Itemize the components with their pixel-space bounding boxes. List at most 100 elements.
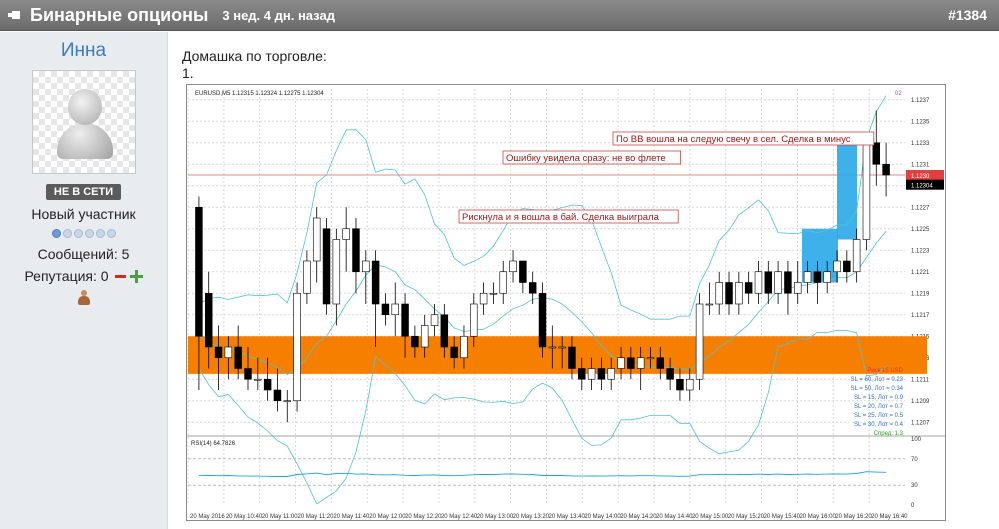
candle-body (636, 357, 645, 369)
risk-legend-line: Риск 15 USD (867, 368, 903, 374)
y-tick-label: 1.1235 (911, 119, 930, 125)
candle-body (862, 142, 871, 240)
candle-body (528, 282, 537, 294)
candle-body (332, 239, 341, 305)
candle-body (774, 271, 782, 294)
chart-image: 20 May 2016 20 May 10:40 20 May 11:00 20 Ma… (186, 84, 946, 521)
entry-highlight-box (837, 142, 857, 240)
plus-reputation-icon[interactable] (129, 269, 143, 283)
topic-title[interactable]: Бинарные опционы (30, 4, 209, 25)
candle-body (538, 292, 547, 348)
candle-body (784, 271, 792, 294)
symbol-label: EURUSD,M5 1.12315 1.12324 1.12275 1.1230… (195, 91, 324, 97)
annotation-box (502, 150, 682, 165)
current-price-tag-text: 1.12304 (911, 184, 933, 190)
y-tick-label: 1.1223 (911, 248, 930, 254)
rank-dots (0, 229, 167, 238)
annotation-text: Рискнула и я вошла в бай. Сделка выиграл… (462, 212, 660, 223)
candle-body (705, 303, 714, 306)
user-name-link[interactable]: Инна (60, 40, 107, 61)
candle-body (852, 239, 861, 273)
candle-body (695, 303, 704, 380)
candle-body (519, 260, 527, 283)
current-price-tag (906, 179, 944, 190)
collapse-icon[interactable] (8, 8, 22, 22)
candle-body (725, 282, 733, 305)
annotation-text: По BB вошла на следую свечу в сел. Сделк… (616, 134, 851, 145)
avatar-head (67, 89, 102, 125)
candle-body (843, 260, 851, 273)
candle-body (872, 142, 881, 165)
candle-body (450, 346, 458, 359)
user-rank: Новый участник (31, 206, 136, 222)
candle-body (303, 260, 311, 294)
minus-reputation-icon[interactable] (114, 274, 126, 278)
candle-body (676, 378, 684, 391)
candle-body (381, 303, 390, 316)
candle-body (214, 346, 223, 359)
y-tick-label: 1.1231 (911, 162, 930, 168)
post-body: Домашка по торговле: 1. (182, 48, 327, 82)
x-tick-label: 20 May 13:20 (513, 514, 550, 520)
candle-body (293, 292, 301, 402)
candle-body (195, 206, 203, 337)
status-badge: НЕ В СЕТИ (45, 184, 122, 200)
candle-body (263, 378, 272, 391)
x-tick-label: 20 May 16:40 (871, 514, 908, 520)
ask-price-tag (906, 170, 944, 180)
risk-legend-line: SL = 50, Лот = 0.34 (851, 386, 904, 392)
annotation-box (458, 209, 679, 224)
risk-legend-line: SL = 30, Лот = 0.4 (854, 422, 904, 428)
x-tick-label: 20 May 14:00 (584, 514, 621, 520)
x-tick-label: 20 May 16:00 (799, 514, 836, 520)
candle-body (813, 271, 822, 283)
rank-dot (62, 229, 72, 238)
price-chart: 20 May 2016 20 May 10:40 20 May 11:00 20 Ma… (187, 89, 945, 520)
post-text-line: 1. (182, 65, 194, 81)
candle-body (234, 346, 242, 369)
orange-zone (188, 336, 927, 374)
candle-body (322, 228, 331, 305)
risk-legend-line: SL = 20, Лот = 0.7 (854, 404, 904, 410)
lower-band-line (198, 330, 887, 505)
y-tick-label: 1.1221 (911, 270, 930, 276)
window-index: 02 (895, 91, 902, 97)
x-tick-label: 20 May 15:00 (692, 514, 729, 520)
candle-body (244, 368, 252, 380)
y-tick-label: 1.1233 (911, 141, 930, 147)
candle-body (401, 303, 409, 337)
candle-body (823, 271, 831, 283)
candle-body (548, 346, 557, 349)
reputation-row: Репутация: 0 (0, 268, 167, 284)
x-tick-label: 20 May 13:40 (549, 514, 586, 520)
candle-body (342, 228, 350, 240)
post-number-link[interactable]: #1384 (948, 7, 987, 23)
post-text-line: Домашка по торговле: (182, 48, 327, 64)
candle-body (833, 260, 841, 273)
x-tick-label: 20 May 13:00 (477, 514, 514, 520)
avatar-person-icon (56, 123, 113, 159)
candle-body (558, 346, 566, 349)
rank-dot (84, 229, 94, 238)
candle-body (204, 292, 213, 348)
candle-body (666, 368, 674, 380)
reputation-text: Репутация: 0 (24, 268, 109, 284)
candle-body (744, 282, 753, 294)
candle-body (362, 260, 370, 273)
y-tick-label: 1.1217 (911, 313, 930, 319)
candle-body (627, 357, 635, 369)
y-tick-label: 1.1237 (911, 98, 930, 104)
candle-body (224, 346, 233, 359)
rsi-label: RSI(14) 64.7826 (191, 441, 236, 447)
candle-body (578, 368, 586, 380)
y-tick-label: 1.1219 (911, 291, 930, 297)
candle-body (440, 314, 449, 348)
risk-legend-line: SL = 15, Лот = 0.9 (854, 395, 904, 401)
award-icon (77, 290, 91, 306)
candle-body (607, 368, 615, 380)
candle-body (489, 292, 498, 295)
candle-body (587, 368, 596, 380)
avatar[interactable] (31, 70, 136, 174)
candle-body (479, 292, 488, 305)
candle-body (273, 389, 282, 402)
